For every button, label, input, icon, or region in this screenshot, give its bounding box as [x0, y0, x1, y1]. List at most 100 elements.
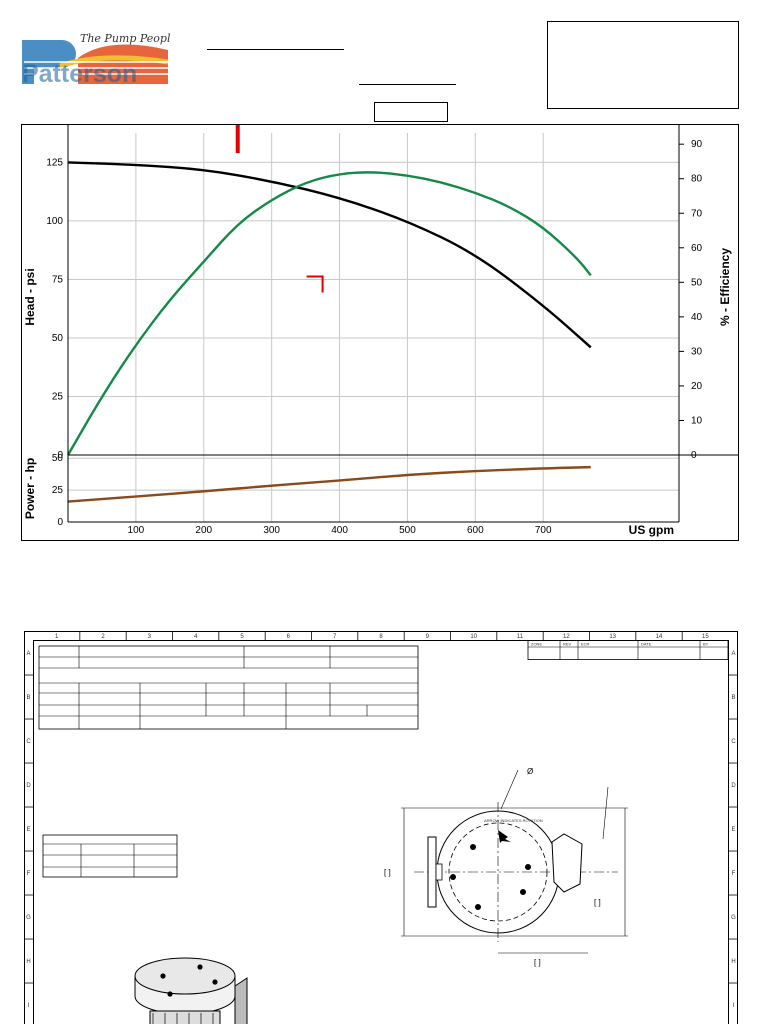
revision-header: REV — [563, 642, 572, 647]
bolt-hole — [470, 844, 476, 850]
zone-letter-left: H — [26, 959, 30, 965]
zone-letter-left: A — [26, 651, 30, 657]
x-tick-label: 600 — [467, 525, 484, 536]
zone-number: 4 — [194, 634, 198, 640]
drawing-svg: 1 2 3 4 5 6 7 8 9 10 11 12 13 14 15A AB BC CD DE EF FG GH HI I … — [24, 631, 738, 1024]
flange-neck — [435, 863, 443, 881]
revision-header: DATE — [641, 642, 652, 647]
zone-letter-left: G — [26, 915, 31, 921]
design-point-marker — [235, 125, 240, 154]
x-tick-label: 300 — [263, 525, 280, 536]
base-bolt-hole — [212, 979, 218, 985]
drawing-inner-border — [33, 640, 729, 1024]
x-tick-label: 400 — [331, 525, 348, 536]
head-tick-label: 125 — [46, 157, 63, 168]
bolt-hole — [525, 864, 531, 870]
power-axis-title: Power - hp — [23, 458, 37, 519]
head-tick-label: 50 — [52, 333, 64, 344]
zone-number: 5 — [240, 634, 244, 640]
efficiency-tick-label: 70 — [691, 208, 703, 219]
spec-table — [38, 645, 419, 730]
efficiency-tick-label: 80 — [691, 174, 703, 185]
zone-letter-left: I — [28, 1003, 30, 1009]
x-tick-label: 700 — [535, 525, 552, 536]
head-curve — [67, 161, 592, 349]
zone-number: 12 — [563, 634, 570, 640]
efficiency-curve — [66, 171, 592, 456]
efficiency-tick-label: 10 — [691, 415, 703, 426]
diameter-symbol: Ø — [527, 767, 533, 776]
efficiency-tick-label: 60 — [691, 243, 703, 254]
base-bolt-hole — [167, 991, 173, 997]
rotation-arrow-label: ARROW INDICATES ROTATION — [484, 818, 543, 823]
zone-letter-left: C — [26, 739, 31, 745]
head-tick-label: 0 — [57, 450, 63, 461]
pump-body — [149, 1010, 221, 1024]
efficiency-tick-label: 0 — [691, 450, 697, 461]
zone-number: 14 — [656, 634, 663, 640]
header-line-1 — [207, 49, 344, 50]
suction-flange — [427, 836, 437, 908]
efficiency-tick-label: 30 — [691, 346, 703, 357]
drawing-border — [24, 631, 738, 1024]
zone-letter-right: A — [731, 651, 735, 657]
dim-right-label: [ ] — [594, 898, 601, 907]
zone-letter-left: B — [26, 695, 30, 701]
x-tick-label: 200 — [195, 525, 212, 536]
power-tick-label: 0 — [57, 517, 63, 528]
zone-letter-left: F — [27, 871, 31, 877]
rotation-arrow-icon — [498, 830, 511, 843]
logo-mark: Patterson The Pump People — [20, 32, 177, 88]
efficiency-axis-title: % - Efficiency — [718, 248, 732, 326]
x-tick-label: 500 — [399, 525, 416, 536]
head-tick-label: 100 — [46, 216, 63, 227]
zone-number: 11 — [517, 634, 524, 640]
efficiency-tick-label: 40 — [691, 312, 703, 323]
dimension-drawing: 1 2 3 4 5 6 7 8 9 10 11 12 13 14 15 A A B B C C D D E E F F G G H H I I … — [24, 631, 738, 1024]
zone-letter-right: B — [731, 695, 735, 701]
pump-curve-svg: 100 200 300 400 500 600 7000255075100125010203… — [23, 125, 738, 537]
zone-number: 9 — [426, 634, 430, 640]
revision-header: ZONE — [531, 642, 542, 647]
zone-number: 15 — [702, 634, 709, 640]
efficiency-tick-label: 90 — [691, 139, 703, 150]
x-axis-title: US gpm — [629, 523, 674, 537]
efficiency-tick-label: 50 — [691, 277, 703, 288]
zone-letter-right: I — [733, 1003, 735, 1009]
zone-letter-right: C — [731, 739, 736, 745]
logo-tagline: The Pump People — [80, 32, 170, 45]
zone-number: 7 — [333, 634, 337, 640]
dim-bottom-label: [ ] — [534, 958, 541, 967]
zone-letter-left: E — [26, 827, 30, 833]
zone-letter-left: D — [26, 783, 31, 789]
dim-left-label: [ ] — [384, 868, 391, 877]
zone-number: 10 — [470, 634, 477, 640]
header-line-2 — [359, 84, 456, 85]
head-axis-title: Head - psi — [23, 268, 37, 325]
bolt-hole — [450, 874, 456, 880]
base-bolt-hole — [197, 964, 203, 970]
head-tick-label: 25 — [52, 391, 64, 402]
power-tick-label: 50 — [52, 453, 64, 464]
zone-number: 2 — [101, 634, 105, 640]
zone-number: 13 — [609, 634, 616, 640]
zone-number: 8 — [379, 634, 383, 640]
bolt-hole — [520, 889, 526, 895]
zone-letter-right: H — [731, 959, 735, 965]
zone-letter-right: F — [732, 871, 736, 877]
efficiency-tick-label: 20 — [691, 381, 703, 392]
zone-number: 3 — [148, 634, 152, 640]
bolt-hole — [475, 904, 481, 910]
base-bolt-hole — [160, 973, 166, 979]
corner-marker — [306, 275, 324, 293]
zone-number: 1 — [55, 634, 59, 640]
head-tick-label: 75 — [52, 274, 64, 285]
box-leader — [602, 786, 609, 840]
pump-motor-bracket — [234, 977, 248, 1024]
zone-letter-right: D — [731, 783, 736, 789]
zone-letter-right: E — [731, 827, 735, 833]
header-small-box — [374, 102, 448, 122]
motor-junction-box — [551, 833, 583, 893]
small-table — [42, 834, 178, 878]
patterson-logo: Patterson The Pump People — [20, 22, 177, 88]
